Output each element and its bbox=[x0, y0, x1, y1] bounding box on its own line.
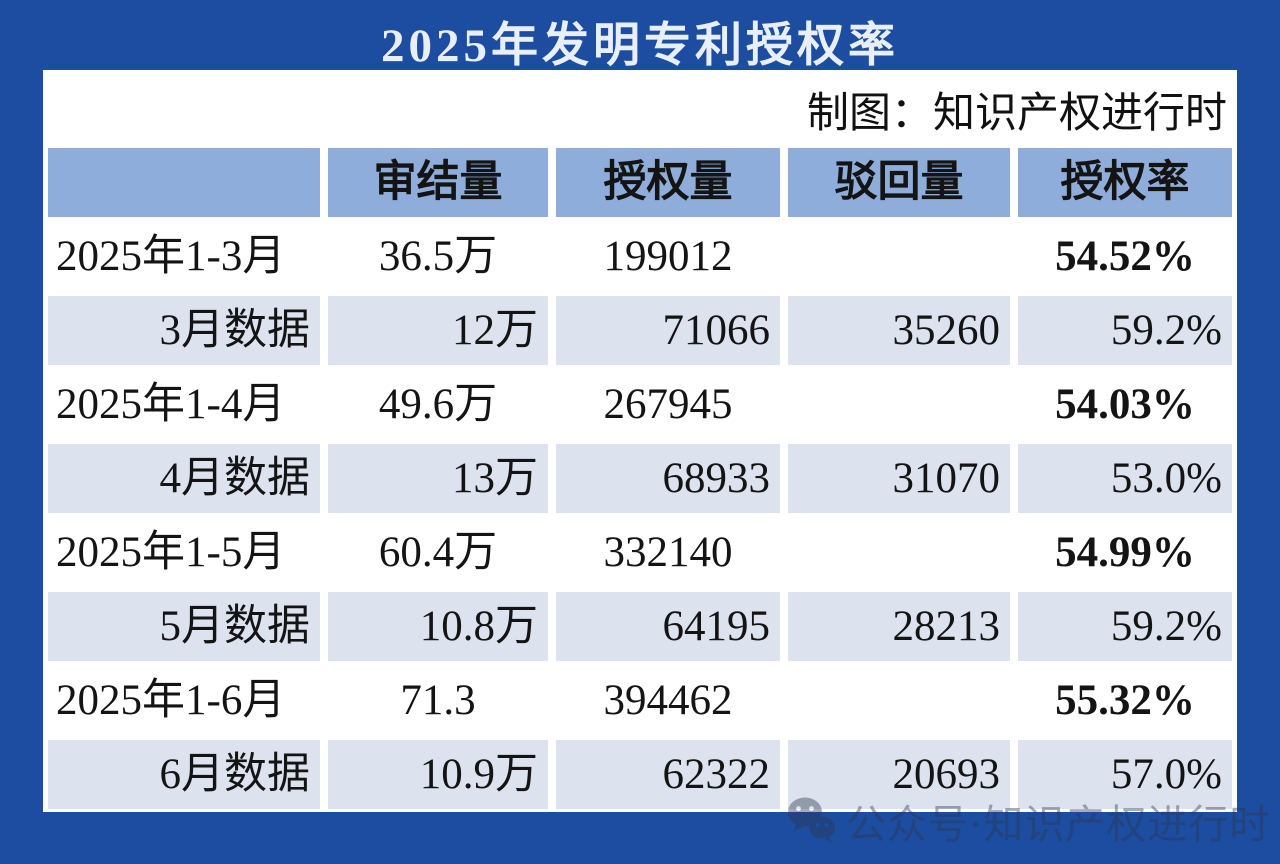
cell-granted: 71066 bbox=[556, 296, 780, 365]
header-cell-rejected: 驳回量 bbox=[788, 148, 1010, 217]
cell-rejected bbox=[788, 518, 1010, 587]
cell-period: 2025年1-3月 bbox=[48, 222, 320, 291]
cell-granted: 199012 bbox=[556, 222, 780, 291]
cell-period: 5月数据 bbox=[48, 592, 320, 661]
cell-granted: 267945 bbox=[556, 370, 780, 439]
cell-rate: 53.0% bbox=[1018, 444, 1232, 513]
watermark: 公众号·知识产权进行时 bbox=[786, 792, 1270, 850]
cell-rejected bbox=[788, 222, 1010, 291]
cell-rejected: 35260 bbox=[788, 296, 1010, 365]
attribution-credit: 制图：知识产权进行时 bbox=[806, 90, 1227, 137]
cell-examined: 10.9万 bbox=[328, 740, 548, 809]
header-cell-rate: 授权率 bbox=[1018, 148, 1232, 217]
cell-granted: 394462 bbox=[556, 666, 780, 735]
watermark-text: 公众号·知识产权进行时 bbox=[846, 802, 1271, 847]
cell-rate: 55.32% bbox=[1018, 666, 1232, 735]
cell-granted: 64195 bbox=[556, 592, 780, 661]
cell-period: 2025年1-6月 bbox=[48, 666, 320, 735]
patent-data-table: 审结量 授权量 驳回量 授权率 2025年1-3月 36.5万 199012 5… bbox=[43, 148, 1237, 809]
table-panel: 制图：知识产权进行时 审结量 授权量 驳回量 授权率 2025年1-3月 36.… bbox=[43, 70, 1237, 812]
cell-granted: 332140 bbox=[556, 518, 780, 587]
cell-period: 6月数据 bbox=[48, 740, 320, 809]
cell-rate: 54.03% bbox=[1018, 370, 1232, 439]
cell-rate: 54.99% bbox=[1018, 518, 1232, 587]
cell-examined: 71.3 bbox=[328, 666, 548, 735]
cell-granted: 68933 bbox=[556, 444, 780, 513]
cell-rejected: 31070 bbox=[788, 444, 1010, 513]
cell-rejected bbox=[788, 666, 1010, 735]
cell-examined: 10.8万 bbox=[328, 592, 548, 661]
cell-examined: 12万 bbox=[328, 296, 548, 365]
cell-examined: 13万 bbox=[328, 444, 548, 513]
cell-examined: 36.5万 bbox=[328, 222, 548, 291]
cell-examined: 60.4万 bbox=[328, 518, 548, 587]
cell-rate: 59.2% bbox=[1018, 296, 1232, 365]
wechat-icon bbox=[786, 797, 836, 845]
cell-rate: 59.2% bbox=[1018, 592, 1232, 661]
cell-period: 2025年1-5月 bbox=[48, 518, 320, 587]
cell-rate: 54.52% bbox=[1018, 222, 1232, 291]
page-title: 2025年发明专利授权率 bbox=[381, 20, 899, 72]
cell-period: 3月数据 bbox=[48, 296, 320, 365]
cell-examined: 49.6万 bbox=[328, 370, 548, 439]
cell-rejected bbox=[788, 370, 1010, 439]
cell-granted: 62322 bbox=[556, 740, 780, 809]
header-cell-granted: 授权量 bbox=[556, 148, 780, 217]
cell-rejected: 20693 bbox=[788, 740, 1010, 809]
header-cell-examined: 审结量 bbox=[328, 148, 548, 217]
cell-rate: 57.0% bbox=[1018, 740, 1232, 809]
cell-period: 2025年1-4月 bbox=[48, 370, 320, 439]
header-cell-period bbox=[48, 148, 320, 217]
cell-rejected: 28213 bbox=[788, 592, 1010, 661]
cell-period: 4月数据 bbox=[48, 444, 320, 513]
